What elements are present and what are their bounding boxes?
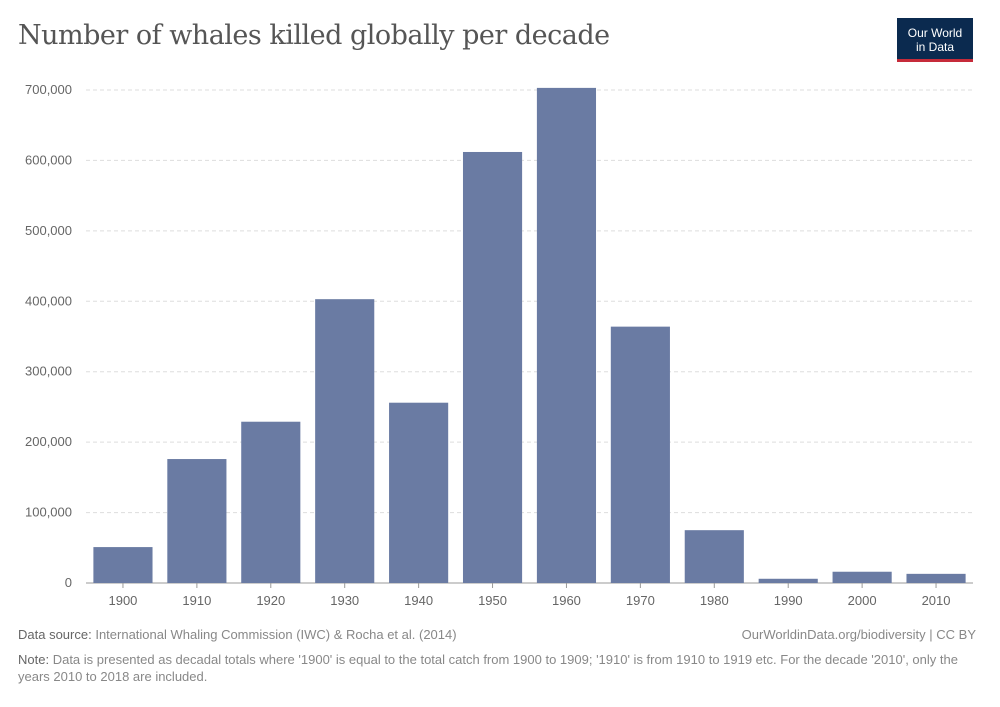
x-tick-label: 1930 bbox=[330, 593, 359, 608]
y-tick-label: 0 bbox=[65, 575, 72, 590]
y-tick-label: 300,000 bbox=[25, 364, 72, 379]
y-tick-label: 700,000 bbox=[25, 82, 72, 97]
chart-title: Number of whales killed globally per dec… bbox=[18, 20, 610, 51]
data-source: Data source: International Whaling Commi… bbox=[18, 627, 457, 642]
bar-2010[interactable] bbox=[906, 573, 966, 583]
x-tick-label: 1940 bbox=[404, 593, 433, 608]
y-tick-label: 500,000 bbox=[25, 223, 72, 238]
owid-logo[interactable]: Our World in Data bbox=[897, 18, 973, 62]
source-url[interactable]: OurWorldinData.org/biodiversity | CC BY bbox=[741, 627, 976, 642]
bar-1920[interactable] bbox=[241, 421, 301, 583]
source-label: Data source: bbox=[18, 627, 92, 642]
y-tick-label: 200,000 bbox=[25, 434, 72, 449]
y-tick-label: 100,000 bbox=[25, 505, 72, 520]
x-tick-label: 1960 bbox=[552, 593, 581, 608]
bar-1960[interactable] bbox=[536, 87, 597, 583]
bar-1910[interactable] bbox=[167, 459, 227, 583]
x-tick-label: 1970 bbox=[626, 593, 655, 608]
x-tick-label: 2010 bbox=[922, 593, 951, 608]
y-tick-label: 600,000 bbox=[25, 152, 72, 167]
x-tick-label: 1900 bbox=[108, 593, 137, 608]
x-tick-label: 1980 bbox=[700, 593, 729, 608]
bar-1900[interactable] bbox=[93, 547, 153, 583]
note-text: Data is presented as decadal totals wher… bbox=[18, 652, 958, 684]
bar-1970[interactable] bbox=[610, 326, 670, 583]
y-tick-label: 400,000 bbox=[25, 293, 72, 308]
logo-line2: in Data bbox=[915, 40, 955, 54]
note: Note: Data is presented as decadal total… bbox=[18, 651, 978, 685]
logo-line1: Our World bbox=[907, 26, 963, 40]
x-tick-label: 1950 bbox=[478, 593, 507, 608]
bar-2000[interactable] bbox=[832, 571, 892, 583]
bar-1940[interactable] bbox=[389, 402, 449, 583]
bar-1950[interactable] bbox=[462, 151, 523, 583]
x-tick-label: 2000 bbox=[848, 593, 877, 608]
bar-1930[interactable] bbox=[315, 299, 375, 583]
x-tick-label: 1920 bbox=[256, 593, 285, 608]
bar-1990[interactable] bbox=[758, 578, 818, 583]
note-label: Note: bbox=[18, 652, 50, 667]
source-text: International Whaling Commission (IWC) &… bbox=[95, 627, 457, 642]
x-tick-label: 1910 bbox=[182, 593, 211, 608]
bar-chart: 0 100,000 200,000 300,000 400,000 500,000 600,… bbox=[25, 82, 973, 608]
bar-1980[interactable] bbox=[684, 530, 744, 583]
x-tick-label: 1990 bbox=[774, 593, 803, 608]
